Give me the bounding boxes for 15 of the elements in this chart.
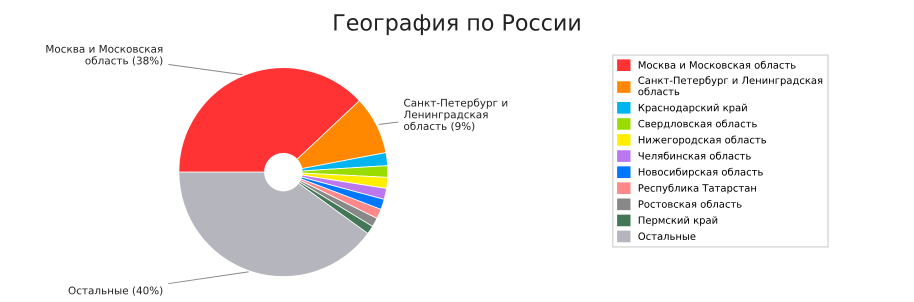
legend-label: Краснодарский край <box>638 104 747 114</box>
legend-label: Свердловская область <box>638 120 757 130</box>
legend-label: Санкт-Петербург и Ленинградская область <box>638 76 822 96</box>
legend-label: Новосибирская область <box>638 168 763 178</box>
legend-label: Пермский край <box>638 216 718 226</box>
chart-title: География по России <box>334 14 580 36</box>
data-label: Москва и Московская область (38%) <box>46 45 162 66</box>
legend-label: Ростовская область <box>638 200 742 208</box>
legend-label: Республика Татарстан <box>638 184 756 194</box>
legend-label: Остальные <box>638 232 696 240</box>
data-label: Остальные (40%) <box>68 286 162 296</box>
legend-label: Челябинская область <box>638 152 751 160</box>
legend-label: Москва и Московская область <box>638 60 796 69</box>
data-label: Санкт-Петербург и Ленинградская область (9%) <box>404 98 508 132</box>
legend-label: Нижегородская область <box>638 136 766 146</box>
